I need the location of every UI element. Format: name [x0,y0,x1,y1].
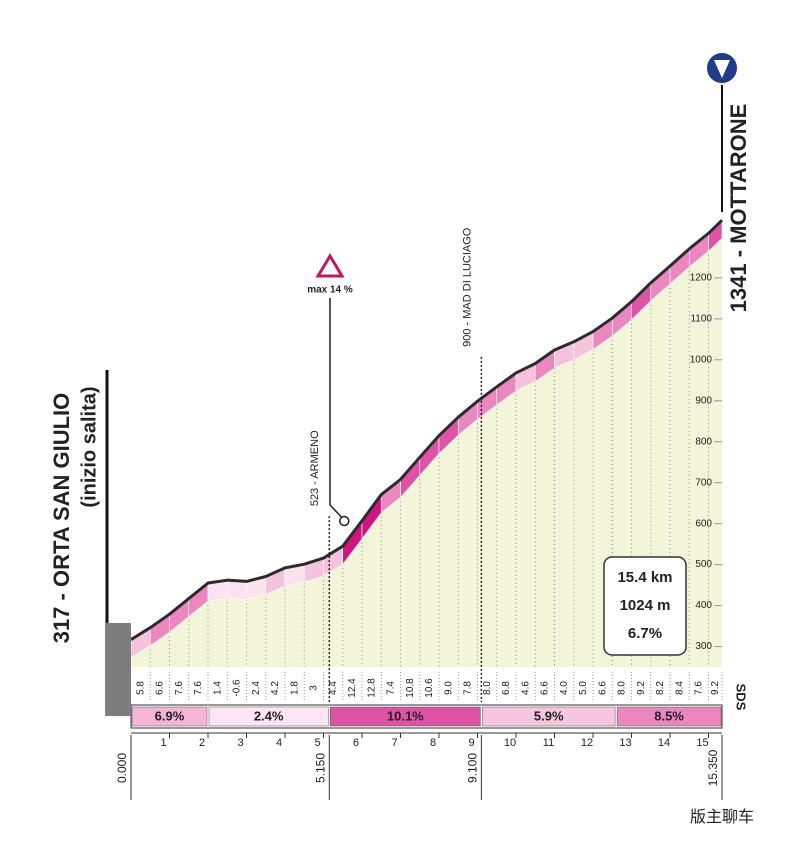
sector-box [482,706,616,727]
gradient-label: 6.6 [155,681,166,695]
brand: SDS [734,684,749,711]
gradient-label: 8.0 [482,681,493,695]
max-gradient-pointer [329,298,345,521]
gradient-label: 12.4 [347,678,358,698]
gradient-label: 6.6 [597,681,608,695]
x-tick-label: 13 [619,737,631,749]
y-tick-label: 500 [695,559,712,570]
gradient-label: 2.4 [251,681,262,695]
sector-label: 2.4% [254,708,284,723]
gradient-label: 3 [309,685,320,691]
sector-label: 6.9% [155,708,185,723]
gradient-label: 7.6 [174,681,185,695]
gradient-label: 4.6 [520,681,531,695]
waypoint-label: 900 - MAD DI LUCIAGO [461,227,473,347]
start-label: 317 - ORTA SAN GIULIO [49,393,74,644]
y-tick-label: 800 [695,436,712,447]
y-tick-label: 1200 [690,273,713,284]
gradient-label: 7.6 [193,681,204,695]
gradient-label: 7.4 [386,681,397,695]
y-tick-label: 1000 [690,354,713,365]
gradient-label: 9.2 [636,681,647,695]
waypoint-label: 523 - ARMENO [309,430,321,506]
sector-label: 5.9% [534,708,564,723]
sector-label: 8.5% [654,708,684,723]
x-tick-label: 12 [581,737,593,749]
gradient-label: 5.8 [135,681,146,695]
start-block [106,623,131,716]
finish-icon-mark [714,60,730,78]
gradient-label: 6.6 [540,681,551,695]
gradient-label: 8.0 [617,681,628,695]
x-tick-label: 3 [237,737,243,749]
gradient-label: 1.8 [289,681,300,695]
summary-box [603,556,687,656]
finish-label: 1341 - MOTTARONE [726,104,751,313]
gradient-label: -0.6 [232,679,243,697]
km-marker-label: 15.350 [706,749,720,786]
x-tick-label: 15 [696,737,708,749]
gradient-label: 8.4 [674,681,685,695]
max-gradient-icon [315,253,345,278]
gradient-label: 6.8 [501,681,512,695]
y-tick-label: 600 [695,518,712,529]
gradient-label: 4.4 [328,681,339,695]
plot: 300 400 500 600 700 800 900 1000 1100 1200 5.8 6.6 7… [115,219,724,800]
gradient-label: 4.0 [559,681,570,695]
x-tick-label: 11 [543,737,554,749]
gradient-label: 12.8 [366,678,377,698]
sector-box [616,706,722,727]
km-marker-label: 5.150 [313,753,327,783]
x-tick-label: 9 [468,737,474,749]
y-tick-label: 900 [695,395,712,406]
x-tick-label: 4 [276,737,282,749]
y-tick-label: 1100 [690,314,712,325]
sector-box [208,706,329,727]
x-tick-label: 8 [430,737,436,749]
x-tick-label: 1 [160,737,166,749]
gradient-label: 7.8 [463,681,474,695]
gradient-label: 1.4 [212,681,223,695]
profile-line [130,219,724,641]
km-marker-label: 0.000 [115,753,129,783]
sector-box [330,706,481,727]
summary-distance: 15.4 km [617,569,672,586]
sector-label: 10.1% [387,708,424,723]
gradient-label: 10.8 [405,678,416,698]
max-gradient-label: max 14 % [307,285,353,296]
x-tick-label: 10 [504,737,516,749]
y-tick-label: 400 [695,600,712,611]
y-tick-label: 300 [695,641,712,652]
km-marker-label: 9.100 [466,753,480,783]
x-tick-label: 2 [199,737,205,749]
gradient-band [226,579,247,600]
x-tick-label: 7 [391,737,397,749]
profile-area [131,220,722,667]
max-gradient-point [339,515,350,527]
gradient-label: 4.2 [270,681,281,695]
x-tick-label: 14 [658,737,670,749]
gradient-label: 9.2 [710,681,721,695]
gradient-label: 7.6 [694,681,705,695]
summary-gradient: 6.7% [628,625,662,642]
watermark: 版主聊车 [690,808,754,826]
start-note: (inizio salita) [78,386,100,507]
summary-climb: 1024 m [620,597,671,614]
x-tick-label: 5 [314,737,320,749]
gradient-label: 10.6 [424,678,435,698]
gradient-label: 5.0 [578,681,589,695]
x-tick-label: 6 [353,737,359,749]
gradient-label: 8.2 [655,681,666,695]
sector-box [131,706,208,727]
y-tick-label: 700 [695,477,712,488]
gradient-label: 9.0 [443,681,454,695]
